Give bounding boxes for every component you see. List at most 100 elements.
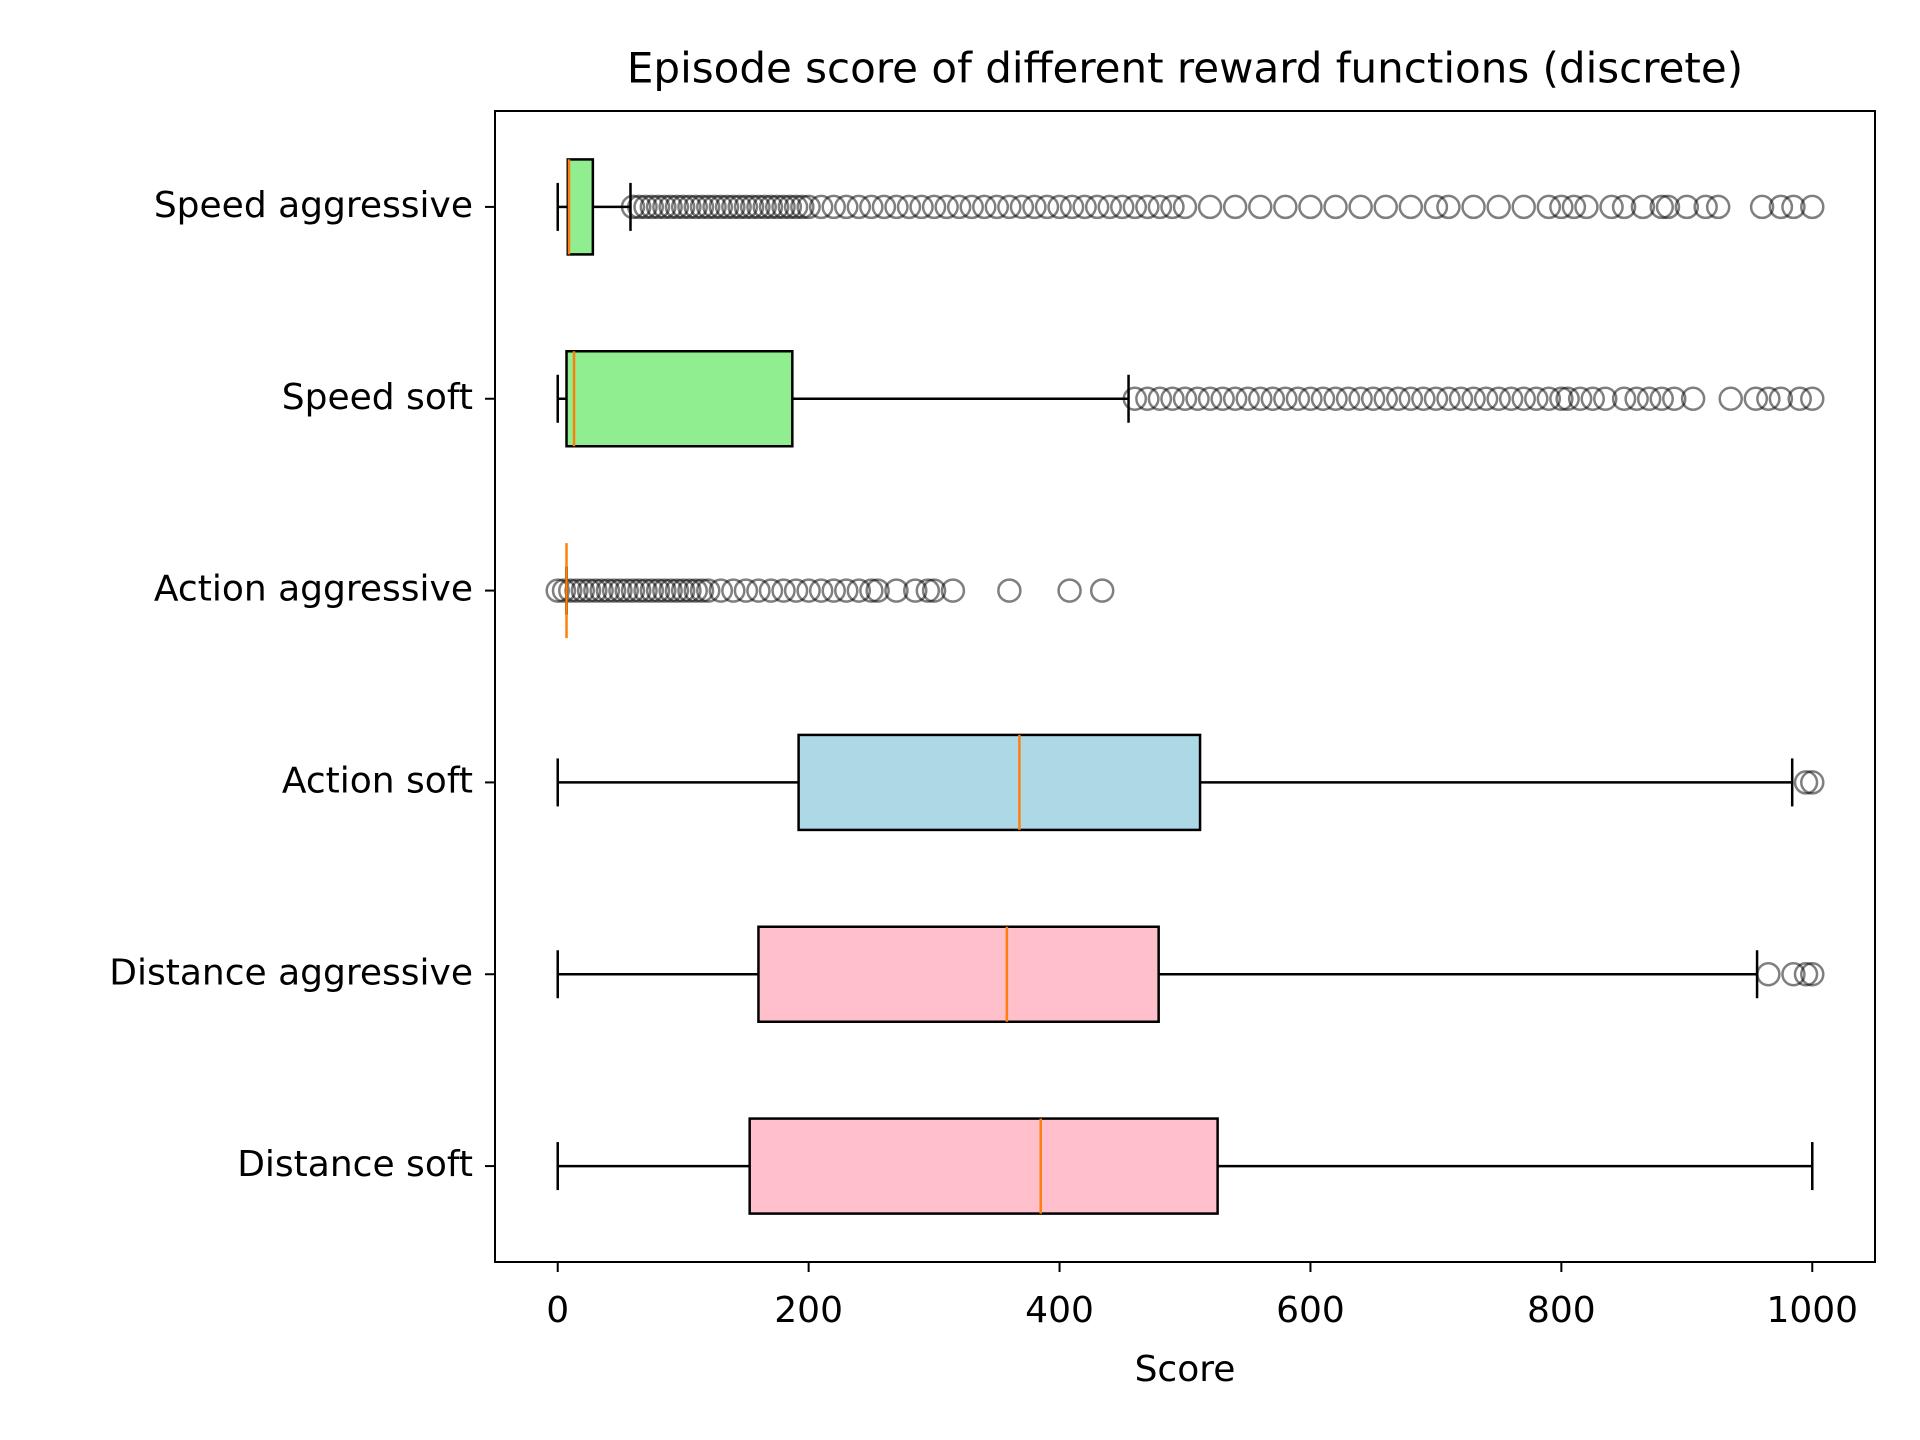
outlier — [1386, 386, 1411, 411]
outlier — [551, 578, 577, 603]
outlier — [1260, 386, 1286, 411]
outlier — [758, 194, 784, 220]
outlier — [1662, 386, 1687, 411]
outlier — [721, 194, 746, 220]
outlier — [1009, 194, 1035, 220]
outlier — [1498, 386, 1524, 411]
outlier — [1749, 194, 1775, 220]
outlier — [1248, 386, 1273, 411]
outlier — [1323, 194, 1348, 220]
outlier — [859, 194, 884, 220]
outlier — [664, 578, 690, 603]
outlier — [1210, 386, 1235, 411]
outlier — [865, 578, 890, 603]
x-tick-label: 800 — [1527, 1290, 1596, 1331]
outlier — [758, 578, 784, 603]
outlier — [627, 194, 652, 220]
outlier — [583, 578, 608, 603]
outlier — [1084, 194, 1110, 220]
outlier — [1310, 386, 1336, 411]
outlier — [1298, 386, 1323, 411]
outlier — [1461, 194, 1486, 220]
outlier — [1135, 386, 1160, 411]
y-tick-label: Distance aggressive — [109, 952, 473, 993]
outlier — [689, 578, 715, 603]
outlier — [627, 578, 652, 603]
outlier — [1335, 386, 1361, 411]
outlier — [940, 578, 966, 603]
outlier — [1549, 386, 1574, 411]
y-tick-label: Speed aggressive — [154, 185, 473, 226]
outlier — [1756, 386, 1781, 411]
outlier — [921, 194, 947, 220]
outlier — [984, 194, 1010, 220]
outlier — [1511, 194, 1536, 220]
y-tick-label: Action aggressive — [154, 569, 473, 610]
outlier — [796, 578, 821, 603]
outlier — [1360, 386, 1386, 411]
outlier — [620, 194, 646, 220]
outlier — [1122, 386, 1148, 411]
outlier — [1536, 386, 1562, 411]
outlier — [1436, 386, 1461, 411]
plot-frame — [494, 110, 1876, 1263]
x-axis-label: Score — [1135, 1349, 1236, 1390]
outlier — [1674, 194, 1700, 220]
outlier — [884, 194, 909, 220]
outlier — [1649, 194, 1674, 220]
outlier — [790, 194, 815, 220]
outlier — [1147, 386, 1173, 411]
outlier — [1411, 386, 1436, 411]
outlier — [903, 578, 928, 603]
outlier — [1373, 194, 1398, 220]
outlier — [702, 194, 727, 220]
outlier — [664, 194, 690, 220]
outlier — [1047, 194, 1072, 220]
outlier — [783, 578, 809, 603]
outlier — [934, 194, 959, 220]
outlier — [1781, 962, 1806, 987]
outlier — [558, 578, 583, 603]
outlier — [821, 578, 846, 603]
outlier — [1768, 194, 1794, 220]
outlier — [834, 194, 859, 220]
outlier — [677, 578, 702, 603]
outlier — [1197, 386, 1223, 411]
outlier — [1793, 770, 1819, 795]
outlier — [1461, 386, 1486, 411]
outlier — [1599, 194, 1624, 220]
outlier — [1197, 194, 1223, 220]
box — [797, 733, 1202, 832]
outlier — [1549, 194, 1574, 220]
outlier — [658, 578, 683, 603]
outlier — [1160, 194, 1185, 220]
outlier — [1248, 194, 1273, 220]
outlier — [645, 578, 671, 603]
outlier — [1787, 386, 1812, 411]
outlier — [1057, 578, 1082, 603]
outlier — [620, 578, 646, 603]
outlier — [1473, 386, 1499, 411]
outlier — [771, 578, 796, 603]
outlier — [746, 194, 771, 220]
outlier — [652, 578, 677, 603]
outlier — [1273, 386, 1298, 411]
outlier — [1580, 386, 1605, 411]
outlier — [589, 578, 614, 603]
outlier — [771, 194, 796, 220]
outlier — [1222, 194, 1248, 220]
outlier — [658, 194, 683, 220]
outlier — [614, 578, 639, 603]
outlier — [639, 194, 665, 220]
outlier — [921, 578, 947, 603]
outlier — [909, 194, 934, 220]
outlier — [1423, 194, 1449, 220]
outlier — [1398, 386, 1424, 411]
outlier — [1743, 386, 1769, 411]
outlier — [714, 194, 740, 220]
outlier — [1636, 386, 1662, 411]
outlier — [595, 578, 621, 603]
outlier — [1022, 194, 1047, 220]
outlier — [1536, 194, 1562, 220]
outlier — [1680, 386, 1706, 411]
